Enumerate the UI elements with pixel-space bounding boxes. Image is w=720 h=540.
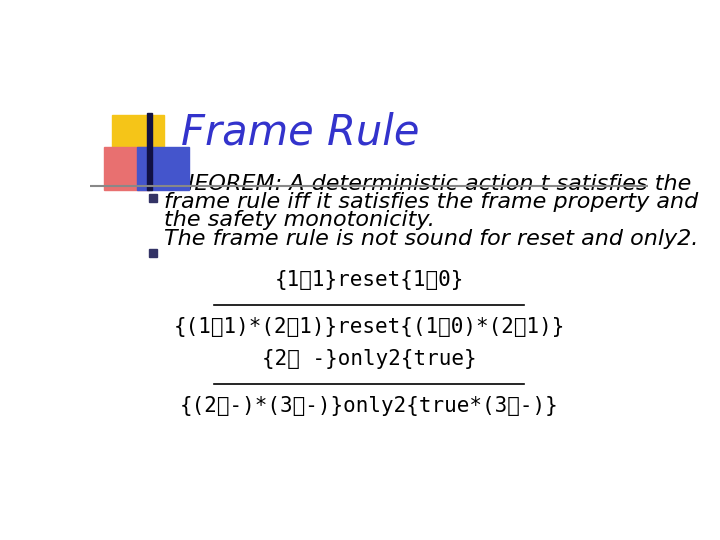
Text: {2ⓐ -}only2{true}: {2ⓐ -}only2{true} <box>261 349 477 369</box>
Bar <box>147 112 152 190</box>
Bar <box>137 147 189 190</box>
Text: {(1ⓐ1)*(2ⓐ1)}reset{(1ⓐ0)*(2ⓐ1)}: {(1ⓐ1)*(2ⓐ1)}reset{(1ⓐ0)*(2ⓐ1)} <box>174 316 564 336</box>
Text: The frame rule is not sound for reset and only2.: The frame rule is not sound for reset an… <box>164 230 699 249</box>
Bar <box>112 115 164 157</box>
Text: THEOREM: A deterministic action t satisfies the: THEOREM: A deterministic action t satisf… <box>164 174 692 194</box>
Text: frame rule iff it satisfies the frame property and: frame rule iff it satisfies the frame pr… <box>164 192 698 212</box>
Text: {1ⓐ1}reset{1ⓐ0}: {1ⓐ1}reset{1ⓐ0} <box>274 269 464 289</box>
Bar <box>104 147 149 190</box>
Text: the safety monotonicity.: the safety monotonicity. <box>164 210 436 230</box>
Text: Frame Rule: Frame Rule <box>181 112 420 153</box>
Bar <box>149 249 157 257</box>
Text: {(2ⓐ-)*(3ⓐ-)}only2{true*(3ⓐ-)}: {(2ⓐ-)*(3ⓐ-)}only2{true*(3ⓐ-)} <box>179 396 559 416</box>
Bar <box>149 194 157 202</box>
